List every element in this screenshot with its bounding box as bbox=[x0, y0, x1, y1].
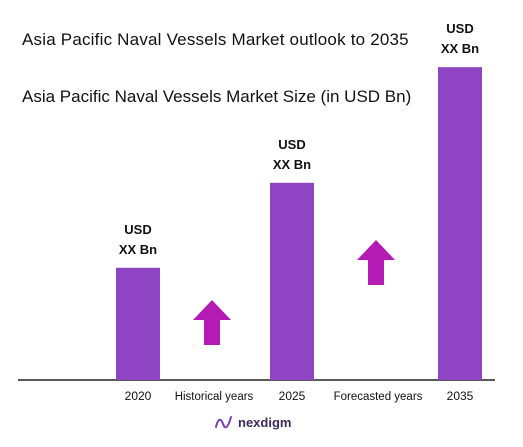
data-label-2020-line1: USD bbox=[124, 222, 151, 237]
data-label-2035-line2: XX Bn bbox=[441, 41, 479, 56]
period-label-2: Forecasted years bbox=[334, 391, 423, 403]
chart-subtitle: Asia Pacific Naval Vessels Market Size (… bbox=[22, 87, 412, 106]
bar-2035 bbox=[438, 67, 482, 380]
x-tick-2035: 2035 bbox=[447, 389, 474, 403]
brand-logo: nexdigm bbox=[214, 414, 291, 430]
bar-2020 bbox=[116, 267, 160, 380]
chart-title: Asia Pacific Naval Vessels Market outloo… bbox=[22, 30, 409, 49]
data-label-2020-line2: XX Bn bbox=[119, 242, 157, 257]
x-tick-2025: 2025 bbox=[279, 389, 306, 403]
up-arrow-icon bbox=[193, 300, 231, 345]
brand-name: nexdigm bbox=[238, 414, 292, 430]
up-arrow-icon bbox=[357, 240, 395, 285]
data-label-2025-line2: XX Bn bbox=[273, 157, 311, 172]
period-label-1: Historical years bbox=[175, 391, 254, 403]
bar-2025 bbox=[270, 182, 314, 380]
nexdigm-logo-icon bbox=[215, 416, 232, 429]
x-tick-2020: 2020 bbox=[125, 389, 152, 403]
data-label-2025-line1: USD bbox=[278, 137, 305, 152]
data-label-2035-line1: USD bbox=[446, 21, 473, 36]
